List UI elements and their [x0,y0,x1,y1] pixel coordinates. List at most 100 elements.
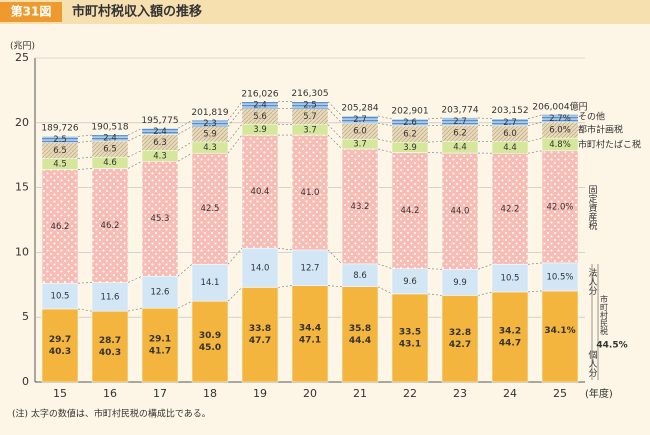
value-label: 29.1 [149,335,171,345]
header-band [0,0,650,24]
value-label: 2.7% [549,114,571,124]
x-tick-label: 19 [253,387,267,400]
connector [177,152,193,162]
value-label: 6.0 [353,127,367,137]
connector [227,287,243,302]
connector [377,122,393,127]
connector [127,160,143,169]
connector [77,282,93,284]
connector [127,128,143,136]
x-tick-label: 25 [553,387,567,400]
connector [427,268,443,270]
connector [177,264,193,277]
value-label: 2.4 [253,101,267,111]
connector [127,134,143,142]
share-label: 42.7 [449,340,471,350]
connector [427,117,443,120]
value-label: 4.5 [53,160,67,170]
share-label: 40.3 [99,348,121,358]
connector [327,101,343,117]
value-label: 6.2 [453,129,467,139]
connector [227,101,243,121]
value-label: 3.7 [353,140,367,150]
value-label: 4.4 [503,143,517,153]
legend-label: その他 [578,111,605,123]
connector [177,126,193,135]
bar-segment [491,264,529,293]
value-label: 3.7 [303,125,317,135]
value-label: 5.7 [303,112,317,122]
connector [327,124,343,140]
connector [477,117,493,120]
bar-segment [241,287,279,383]
value-label: 5.9 [203,130,217,140]
value-label: 46.2 [101,221,120,231]
legend-label: 固定資産税 [587,185,598,231]
connector [127,307,143,312]
value-label: 44.0 [451,207,470,217]
value-label: 40.4 [251,187,270,197]
connector [377,148,393,153]
total-label: 205,284 [341,103,378,113]
value-label: 2.5 [303,101,317,111]
value-label: 42.5 [201,204,220,214]
bar-segment [241,247,279,288]
connector [277,123,293,125]
share-label: 44.5% [596,341,627,351]
connector [177,120,193,129]
value-label: 2.7 [453,117,467,127]
value-label: 30.9 [199,331,221,341]
bar-segment [541,290,579,383]
connector [77,168,93,170]
value-label: 4.3 [153,151,167,161]
connector [77,134,93,137]
connector [77,156,93,159]
bar-segment [441,295,479,383]
value-label: 2.4 [103,134,117,144]
share-label: 41.7 [149,347,171,357]
share-label: 43.1 [399,339,421,349]
value-label: 10.5 [501,274,520,284]
value-label: 33.8 [249,324,271,334]
bar-segment [191,300,229,383]
value-label: 29.7 [49,335,71,345]
value-label: 34.2 [499,326,521,336]
bar-segment [141,307,179,383]
connector [327,285,343,288]
value-label: 42.0% [546,202,573,212]
note: (注) 太字の数値は、市町村民税の構成比である。 [12,408,211,420]
value-label: 2.4 [153,127,167,137]
value-label: 4.8% [549,140,571,150]
value-label: 43.2 [351,202,370,212]
connector [277,247,293,251]
value-label: 32.8 [449,328,471,338]
share-label: 44.7 [499,338,521,348]
total-label: 216,305 [291,89,328,99]
share-label: 40.3 [49,347,71,357]
value-label: 6.2 [403,130,417,140]
connector [427,124,443,127]
value-label: 45.3 [151,214,170,224]
connector [227,134,243,154]
total-label: 195,775 [141,116,178,126]
connector [477,124,493,127]
value-label: 41.0 [301,188,320,198]
bar-segment [191,264,229,302]
connector [277,285,293,288]
bar-segment [341,286,379,383]
connector [377,138,393,143]
value-label: 9.9 [453,278,467,288]
share-label: 47.1 [299,335,321,345]
value-label: 14.1 [201,278,220,288]
connector [377,115,393,120]
value-label: 3.9 [253,125,267,135]
connector [477,264,493,270]
bar-segment [291,285,329,383]
total-label: 206,004億円 [532,101,587,113]
bar-segment [91,310,129,383]
bar-segment [391,293,429,383]
connector [527,121,543,127]
share-label: 45.0 [199,343,221,353]
value-label: 2.7 [503,118,517,128]
value-label: 34.4 [299,323,321,333]
